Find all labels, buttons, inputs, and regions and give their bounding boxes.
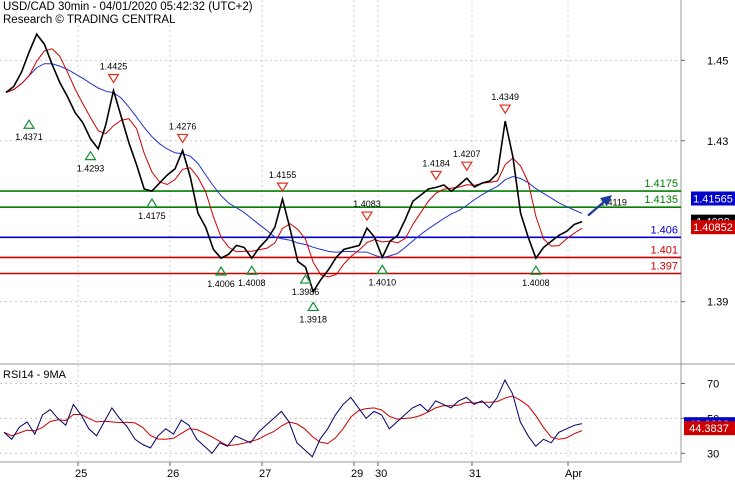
price-tag	[691, 220, 735, 235]
time-tick-label: 25	[75, 468, 87, 480]
level-label: 1.4135	[644, 194, 678, 206]
rsi-line	[3, 378, 583, 458]
price-tick-label: 1.43	[707, 136, 728, 148]
price-tick-label: 1.45	[707, 55, 728, 67]
level-label: 1.401	[650, 244, 678, 256]
price-tick-label: 1.39	[707, 297, 728, 309]
swing-low-marker	[84, 150, 97, 161]
swing-low-label: 1.3918	[299, 314, 327, 324]
forecast-arrow-shaft	[587, 199, 607, 217]
swing-low-label: 1.4008	[522, 278, 550, 288]
swing-high-marker	[276, 182, 289, 193]
price-note-label: 1.4119	[600, 198, 627, 208]
swing-high-label: 1.4425	[100, 62, 128, 72]
level-label: 1.406	[650, 224, 678, 236]
price-tag	[691, 191, 735, 206]
ma-slow-line	[5, 63, 583, 259]
swing-low-marker	[376, 264, 389, 275]
swing-high-marker	[460, 161, 473, 172]
swing-low-marker	[245, 265, 258, 275]
level-label: 1.397	[650, 261, 678, 273]
price-tag-label: 1.40852	[693, 222, 733, 234]
swing-high-label: 1.4083	[353, 199, 381, 209]
rsi-ma-line	[3, 395, 583, 447]
time-tick-label: 29	[351, 468, 363, 480]
swing-high-label: 1.4276	[169, 121, 197, 131]
swing-low-label: 1.4371	[15, 132, 43, 142]
swing-low-marker	[307, 301, 320, 312]
chart-title: USD/CAD 30min - 04/01/2020 05:42:32 (UTC…	[3, 1, 253, 13]
swing-high-label: 1.4207	[453, 149, 481, 159]
swing-high-marker	[499, 104, 512, 115]
time-tick-label: 30	[375, 468, 387, 480]
rsi-tick-label: 30	[707, 448, 719, 460]
swing-low-marker	[299, 273, 312, 284]
swing-low-label: 1.4293	[77, 164, 105, 174]
rsi-tick-label: 70	[707, 378, 719, 390]
time-tick-label: 27	[259, 468, 271, 480]
price-tag-label: 1.41565	[693, 193, 733, 205]
time-tick-label: 26	[167, 468, 179, 480]
swing-high-marker	[360, 211, 374, 222]
swing-low-marker	[214, 265, 228, 276]
swing-high-marker	[107, 73, 120, 84]
time-tick-label: 31	[469, 468, 481, 480]
forecast-arrow-head	[600, 195, 612, 207]
swing-high-label: 1.4349	[491, 92, 519, 102]
swing-low-marker	[22, 119, 36, 129]
chart-subtitle: Research © TRADING CENTRAL	[3, 14, 176, 26]
rsi-tag-label: 44.3837	[689, 423, 729, 435]
swing-low-label: 1.4175	[138, 211, 166, 221]
price-line	[5, 32, 583, 294]
swing-low-label: 1.4006	[207, 279, 235, 289]
swing-low-label: 1.3986	[292, 287, 320, 297]
swing-low-label: 1.4008	[238, 278, 266, 288]
rsi-title: RSI14 - 9MA	[3, 369, 67, 381]
time-tick-label: Apr	[565, 468, 582, 480]
swing-high-marker	[429, 170, 443, 181]
level-label: 1.4175	[644, 178, 678, 190]
swing-high-marker	[176, 133, 189, 144]
swing-low-marker	[529, 265, 543, 275]
swing-low-label: 1.4010	[369, 277, 397, 287]
swing-high-label: 1.4155	[269, 170, 297, 180]
swing-low-marker	[145, 197, 159, 208]
swing-high-label: 1.4184	[422, 158, 450, 168]
rsi-tag	[684, 421, 735, 436]
